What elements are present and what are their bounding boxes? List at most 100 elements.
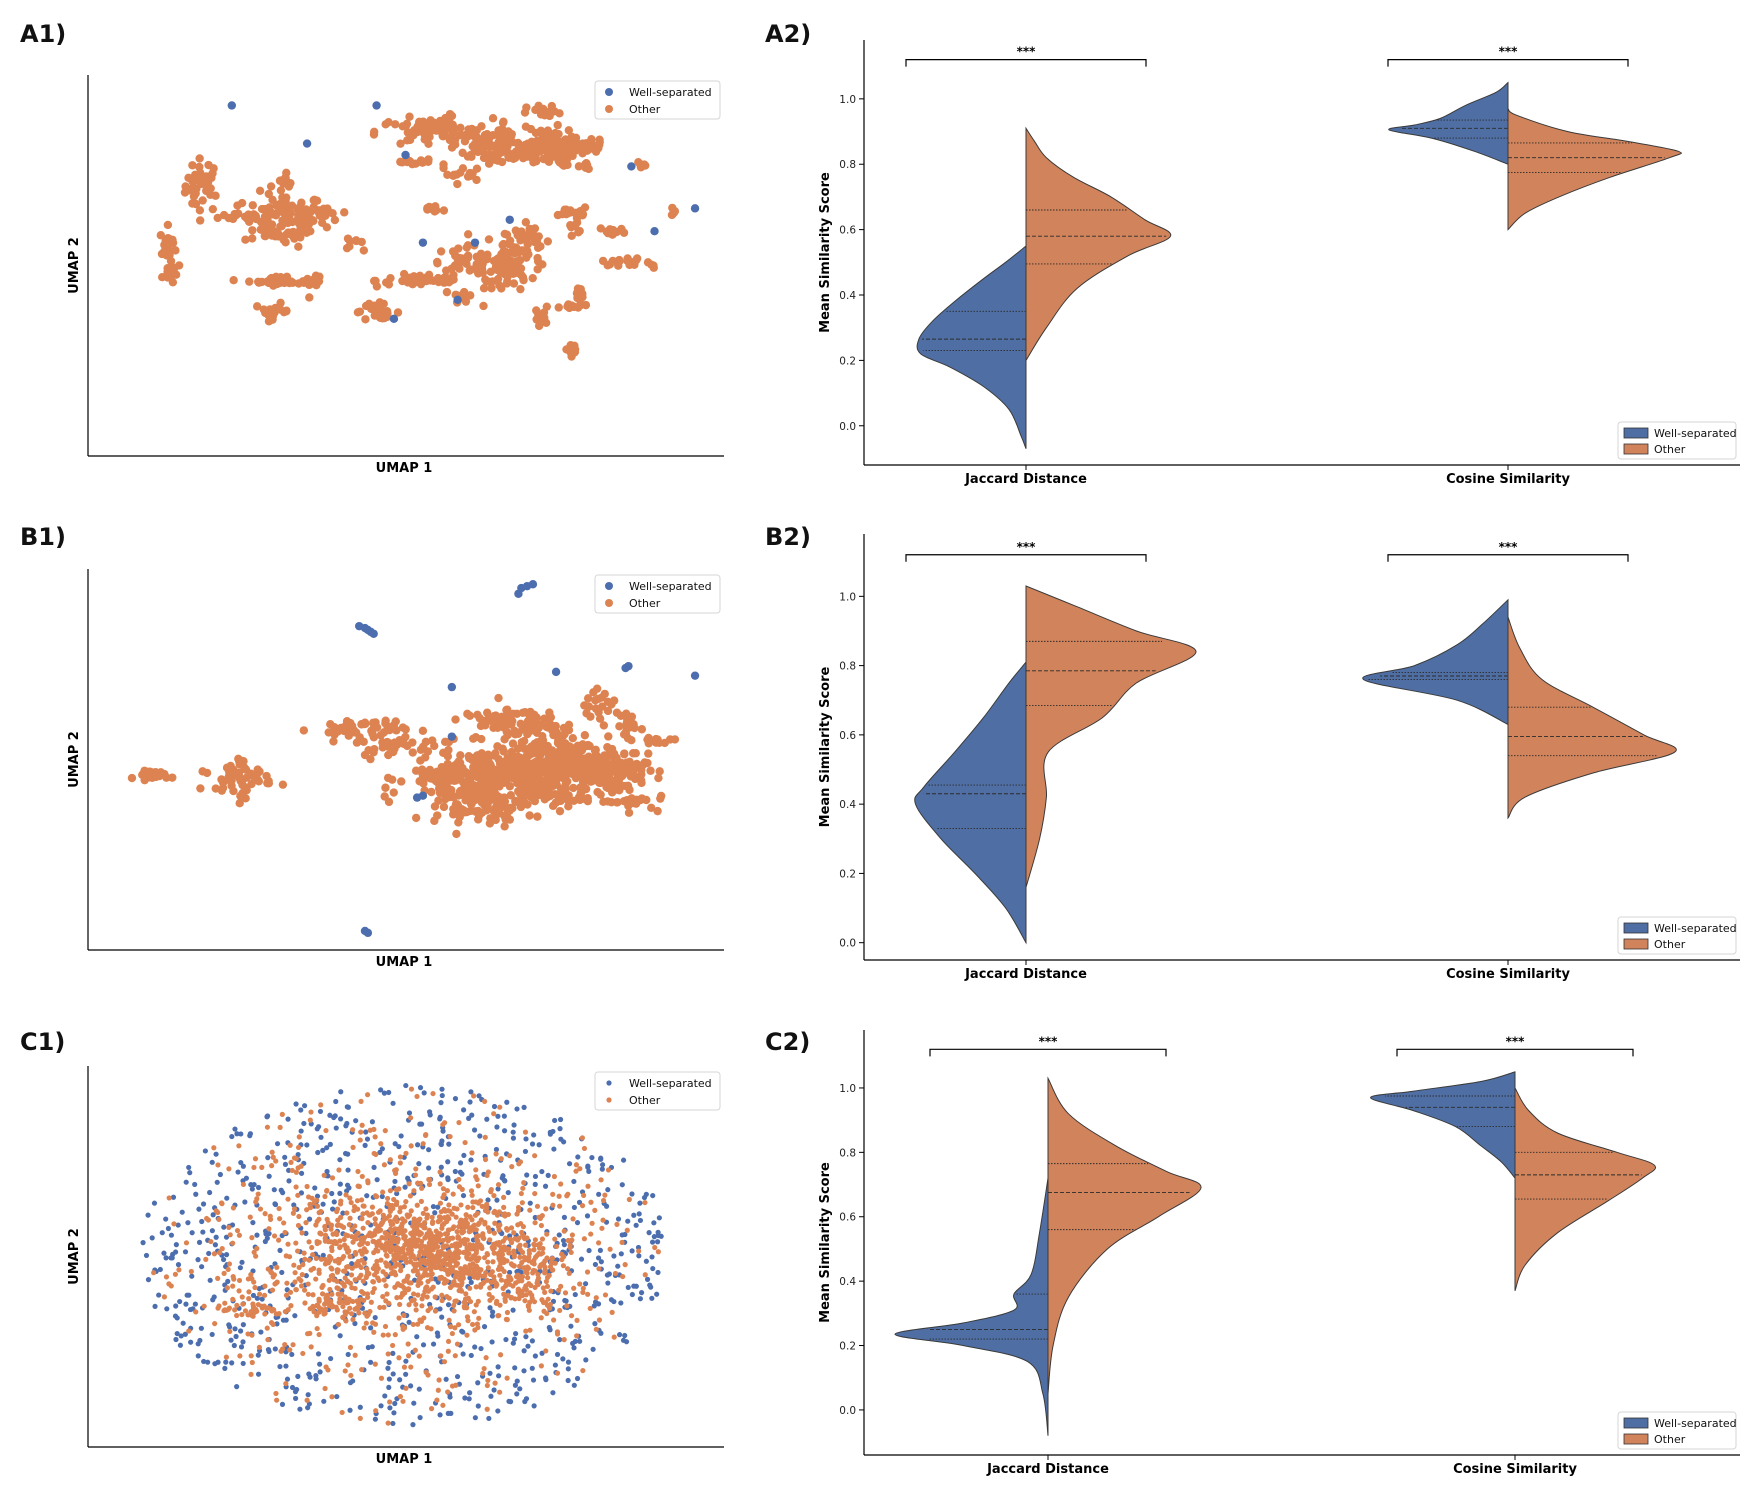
- point-well-separated: [650, 1192, 656, 1199]
- point-other: [361, 315, 370, 324]
- point-other: [545, 137, 555, 147]
- point-other: [352, 1352, 358, 1358]
- point-well-separated: [475, 1403, 481, 1409]
- point-well-separated: [460, 1192, 467, 1199]
- point-other: [353, 1263, 359, 1269]
- point-other: [481, 1235, 487, 1242]
- point-other: [550, 1267, 556, 1273]
- point-other: [480, 1370, 486, 1377]
- other-points: [127, 684, 680, 839]
- point-other: [533, 812, 542, 821]
- point-well-separated: [200, 1201, 207, 1207]
- legend-label-well-separated: Well-separated: [1654, 1417, 1737, 1430]
- point-well-separated: [320, 1201, 326, 1207]
- point-other: [425, 1307, 431, 1314]
- point-well-separated: [369, 1119, 375, 1125]
- point-other: [357, 1415, 363, 1421]
- point-other: [487, 1297, 493, 1303]
- point-other: [188, 1268, 194, 1275]
- point-other: [542, 302, 552, 311]
- point-other: [486, 267, 495, 277]
- point-other: [578, 740, 587, 749]
- point-well-separated: [439, 1092, 445, 1099]
- point-other: [261, 231, 270, 241]
- point-well-separated: [523, 1334, 529, 1340]
- point-other: [445, 1338, 452, 1345]
- point-other: [596, 1317, 603, 1323]
- point-other: [349, 1226, 355, 1233]
- point-other: [427, 1265, 433, 1272]
- point-well-separated: [554, 1351, 561, 1358]
- point-well-separated: [239, 1259, 245, 1265]
- point-well-separated: [161, 1250, 167, 1256]
- point-other: [440, 1122, 446, 1128]
- point-other: [289, 227, 298, 237]
- point-well-separated: [298, 1128, 304, 1134]
- point-other: [273, 1311, 279, 1317]
- point-other: [466, 1229, 472, 1235]
- point-other: [337, 1296, 343, 1302]
- legend-label-other: Other: [629, 597, 661, 610]
- point-well-separated: [536, 1142, 542, 1148]
- point-well-separated: [481, 1324, 488, 1330]
- point-other: [605, 1167, 612, 1173]
- x-axis-label: UMAP 1: [376, 461, 433, 476]
- point-other: [655, 1249, 661, 1255]
- point-other: [611, 1334, 617, 1340]
- point-other: [306, 1239, 312, 1245]
- point-well-separated: [649, 1295, 655, 1301]
- point-well-separated: [505, 1189, 511, 1196]
- point-well-separated: [453, 295, 462, 304]
- legend-frame: [594, 574, 721, 614]
- point-well-separated: [324, 1145, 330, 1151]
- point-other: [567, 749, 577, 758]
- point-other: [492, 1380, 498, 1386]
- y-tick-label: 0.0: [839, 1405, 856, 1417]
- point-other: [224, 1285, 230, 1291]
- point-well-separated: [529, 1365, 535, 1371]
- point-other: [336, 1167, 342, 1173]
- point-other: [448, 129, 457, 138]
- point-other: [462, 1139, 468, 1146]
- point-other: [441, 1280, 447, 1286]
- point-well-separated: [363, 928, 373, 938]
- point-other: [530, 237, 539, 247]
- point-other: [241, 765, 251, 774]
- violin-well-separated-jaccard: [914, 660, 1027, 945]
- point-well-separated: [401, 1154, 407, 1160]
- point-other: [502, 718, 512, 727]
- point-other: [394, 1218, 400, 1224]
- point-other: [471, 1093, 477, 1099]
- point-other: [171, 270, 181, 279]
- point-other: [351, 1203, 358, 1210]
- point-other: [193, 1309, 199, 1315]
- point-well-separated: [255, 1371, 262, 1377]
- point-other: [554, 796, 563, 805]
- point-well-separated: [476, 1093, 482, 1099]
- point-other: [358, 1098, 364, 1104]
- point-other: [172, 1271, 179, 1277]
- point-other: [626, 1196, 632, 1203]
- point-other: [323, 1127, 329, 1134]
- point-other: [540, 1260, 546, 1266]
- point-well-separated: [557, 1116, 564, 1123]
- point-well-separated: [306, 1216, 313, 1222]
- point-other: [292, 1270, 298, 1276]
- point-well-separated: [495, 1408, 501, 1414]
- point-other: [291, 1262, 297, 1268]
- point-other: [531, 1241, 537, 1247]
- point-well-separated: [611, 1253, 617, 1259]
- point-other: [241, 235, 250, 244]
- point-other: [273, 1390, 279, 1397]
- point-other: [466, 171, 476, 181]
- point-other: [198, 196, 207, 205]
- point-other: [539, 1236, 546, 1242]
- point-well-separated: [597, 1247, 603, 1253]
- point-well-separated: [386, 1376, 392, 1382]
- point-other: [617, 768, 627, 777]
- point-other: [277, 1124, 283, 1130]
- point-well-separated: [651, 1220, 657, 1226]
- point-other: [252, 1156, 259, 1162]
- point-other: [165, 251, 174, 260]
- point-well-separated: [438, 1141, 444, 1148]
